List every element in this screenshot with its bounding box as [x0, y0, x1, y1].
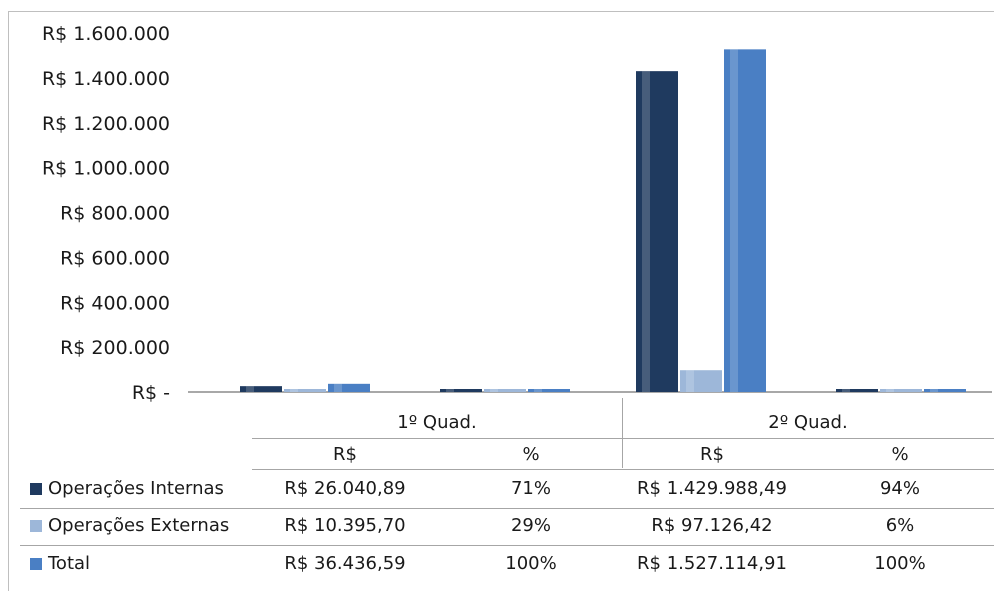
- legend-row-label: Total: [30, 553, 90, 574]
- bar-highlight: [490, 389, 498, 392]
- legend-swatch: [30, 482, 42, 495]
- bar-highlight: [930, 389, 938, 392]
- bar-highlight: [686, 370, 694, 392]
- y-tick-label: R$ 1.400.000: [42, 68, 170, 90]
- legend-row-label: Operações Internas: [30, 478, 224, 499]
- y-tick-label: R$ -: [132, 382, 170, 404]
- chart-frame: [8, 11, 994, 591]
- table-cell: 100%: [874, 553, 926, 574]
- sub-column-header: %: [891, 444, 909, 465]
- legend-row-label: Operações Externas: [30, 515, 229, 536]
- table-cell: 100%: [505, 553, 557, 574]
- bar-highlight: [730, 49, 738, 393]
- legend-swatch: [30, 557, 42, 570]
- table-cell: R$ 97.126,42: [651, 515, 773, 536]
- bar-highlight: [246, 386, 254, 392]
- bar-highlight: [290, 389, 298, 392]
- bar-highlight: [886, 389, 894, 392]
- chart-plot: R$ - R$ 200.000 R$ 400.000 R$ 600.000 R$ 800…: [42, 23, 992, 404]
- category-label: 1º Quad.: [397, 412, 477, 433]
- table-cell: R$ 26.040,89: [284, 478, 406, 499]
- y-tick-label: R$ 1.600.000: [42, 23, 170, 45]
- bar-highlight: [642, 71, 650, 392]
- table-cell: 6%: [885, 515, 915, 536]
- table-cell: 71%: [510, 478, 551, 499]
- table-line: [252, 469, 994, 470]
- table-line: [252, 438, 994, 439]
- sub-column-header: R$: [700, 444, 724, 465]
- y-tick-label: R$ 1.200.000: [42, 113, 170, 135]
- category-label: 2º Quad.: [768, 412, 848, 433]
- y-tick-label: R$ 600.000: [60, 247, 170, 269]
- bar-highlight: [842, 389, 850, 392]
- bar: [636, 71, 678, 392]
- bar: [924, 389, 966, 392]
- table-cell: R$ 10.395,70: [284, 515, 406, 536]
- sub-column-header: %: [522, 444, 540, 465]
- table-cell: R$ 36.436,59: [284, 553, 406, 574]
- bar-highlight: [534, 389, 542, 392]
- sub-column-header: R$: [333, 444, 357, 465]
- bar: [484, 389, 526, 392]
- table-line: [20, 545, 994, 546]
- bar: [836, 389, 878, 392]
- table-cell: 29%: [510, 515, 551, 536]
- bar: [528, 389, 570, 392]
- y-tick-label: R$ 800.000: [60, 203, 170, 225]
- bar-highlight: [446, 389, 454, 392]
- bar: [284, 389, 326, 392]
- table-cell: 94%: [879, 478, 920, 499]
- y-tick-label: R$ 400.000: [60, 292, 170, 314]
- series-name: Operações Externas: [48, 515, 230, 536]
- series-name: Total: [48, 553, 91, 574]
- series-name: Operações Internas: [48, 478, 224, 499]
- y-tick-label: R$ 1.000.000: [42, 158, 170, 180]
- table-line: [20, 508, 994, 509]
- bar: [440, 389, 482, 392]
- bar-highlight: [334, 383, 342, 392]
- bar: [240, 386, 282, 392]
- bar: [880, 389, 922, 392]
- bar: [328, 383, 370, 392]
- legend-swatch: [30, 519, 42, 532]
- table-line: [622, 398, 623, 468]
- y-tick-label: R$ 200.000: [60, 337, 170, 359]
- bar: [680, 370, 722, 392]
- bar: [724, 49, 766, 393]
- table-cell: R$ 1.429.988,49: [637, 478, 787, 499]
- table-cell: R$ 1.527.114,91: [637, 553, 787, 574]
